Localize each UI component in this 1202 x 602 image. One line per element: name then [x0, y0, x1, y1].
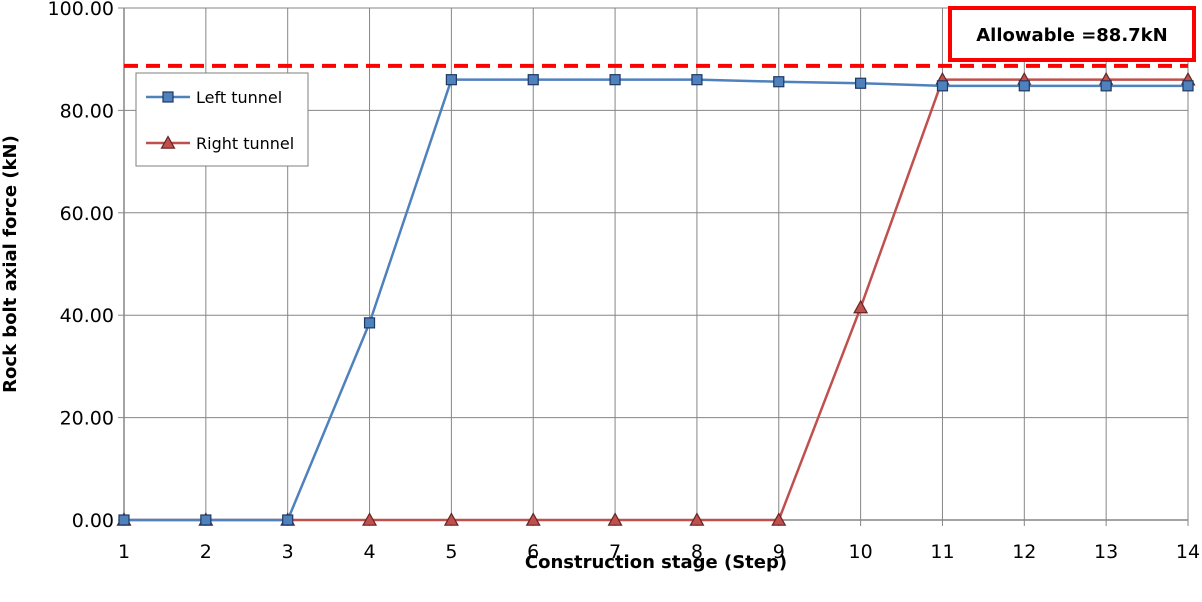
right-tunnel-point: [771, 512, 787, 526]
x-tick-label: 2: [200, 541, 212, 563]
allowable-label: Allowable =88.7kN: [976, 25, 1167, 46]
x-tick-label: 7: [609, 541, 621, 563]
legend-marker-left-tunnel: [162, 91, 174, 103]
left-tunnel-point: [363, 317, 376, 329]
left-tunnel-point: [1182, 80, 1194, 92]
y-tick-label: 40.00: [60, 305, 114, 327]
x-tick-label: 13: [1094, 541, 1118, 563]
left-tunnel-line: [124, 78, 1188, 522]
series-left-tunnel: [118, 74, 1194, 526]
left-tunnel-point: [200, 514, 212, 526]
right-tunnel-point: [689, 512, 705, 526]
left-tunnel-point: [527, 74, 539, 86]
left-tunnel-point: [1018, 80, 1030, 92]
right-tunnel-point: [443, 512, 459, 526]
y-tick-label: 80.00: [60, 100, 114, 122]
left-tunnel-point: [1100, 80, 1112, 92]
left-tunnel-point: [855, 77, 867, 89]
grid: [123, 7, 1189, 521]
series-layer: [116, 71, 1196, 526]
right-tunnel-point: [362, 512, 378, 526]
x-tick-label: 9: [773, 541, 785, 563]
right-tunnel-line: [124, 78, 1188, 522]
x-tick-label: 10: [849, 541, 873, 563]
right-tunnel-point: [607, 512, 623, 526]
y-tick-label: 0.00: [72, 510, 114, 532]
x-tick-label: 3: [282, 541, 294, 563]
x-tick-label: 1: [118, 541, 130, 563]
x-tick-label: 4: [363, 541, 375, 563]
left-tunnel-point: [118, 514, 130, 526]
legend-item-left-tunnel: Left tunnel: [146, 88, 282, 107]
left-tunnel-point: [773, 76, 785, 88]
left-tunnel-point: [691, 74, 703, 86]
x-tick-label: 12: [1012, 541, 1036, 563]
x-tick-label: 11: [930, 541, 954, 563]
x-tick-label: 5: [445, 541, 457, 563]
left-tunnel-point: [936, 80, 949, 92]
y-tick-label: 20.00: [60, 408, 114, 430]
legend-label-right-tunnel: Right tunnel: [196, 134, 294, 153]
y-tick-label: 100.00: [48, 0, 114, 20]
x-tick-label: 14: [1176, 541, 1200, 563]
left-tunnel-point: [609, 74, 621, 86]
x-tick-label: 8: [691, 541, 703, 563]
legend-marker-right-tunnel: [160, 135, 176, 149]
right-tunnel-point: [525, 512, 541, 526]
left-tunnel-point: [282, 514, 294, 526]
allowable-box-border: [948, 6, 1196, 62]
legend-box: [135, 72, 309, 167]
legend: Left tunnel Right tunnel: [135, 72, 309, 167]
left-tunnel-point: [445, 74, 457, 86]
allowable-box: Allowable =88.7kN: [948, 6, 1196, 62]
y-tick-label: 60.00: [60, 203, 114, 225]
right-tunnel-point: [853, 299, 869, 314]
legend-label-left-tunnel: Left tunnel: [196, 88, 282, 107]
x-tick-label: 6: [527, 541, 539, 563]
x-axis-title: Construction stage (Step): [525, 552, 787, 573]
legend-item-right-tunnel: Right tunnel: [146, 134, 294, 153]
y-axis-title: Rock bolt axial force (kN): [0, 135, 21, 393]
